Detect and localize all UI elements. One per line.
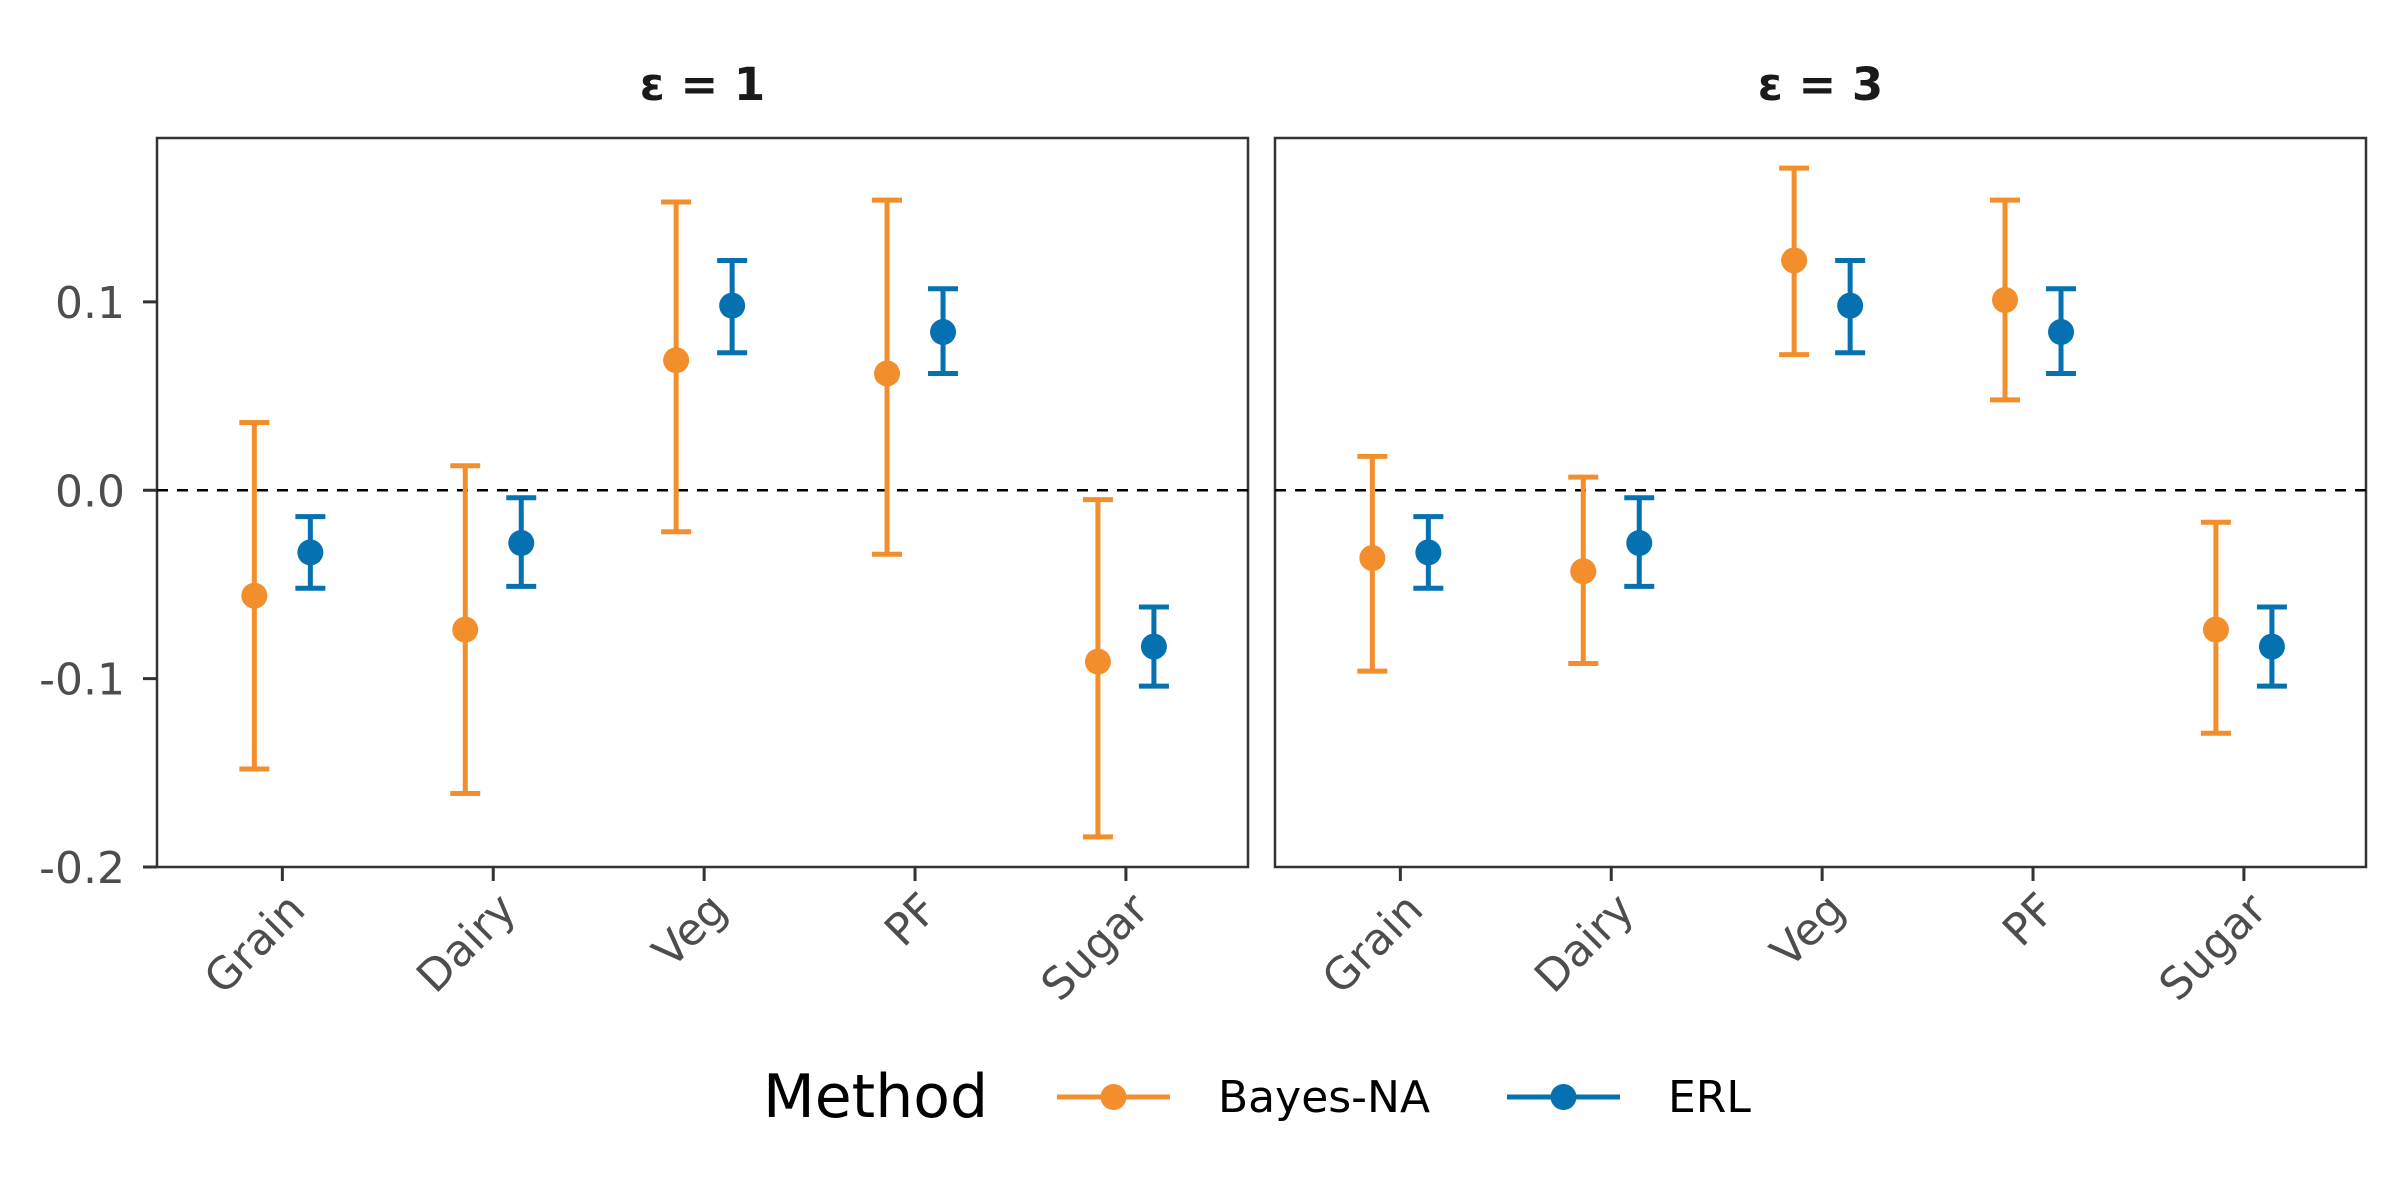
point-bayes-na-veg (663, 347, 690, 374)
x-tick-label: PF (1993, 884, 2066, 957)
y-tick-label: -0.2 (39, 843, 125, 894)
point-bayes-na-dairy (1570, 558, 1597, 585)
legend-title: Method (763, 1062, 988, 1132)
point-erl-dairy (1626, 530, 1653, 556)
y-tick-label: -0.1 (39, 655, 125, 706)
point-bayes-na-dairy (452, 616, 479, 643)
point-bayes-na-veg (1781, 247, 1808, 274)
point-erl-grain (1415, 539, 1442, 566)
x-tick-label: Sugar (1032, 883, 1160, 1011)
panel-border (155, 136, 1250, 869)
x-tick-label: Dairy (407, 884, 526, 1003)
x-tick-label: Veg (643, 884, 737, 978)
point-erl-pf (930, 319, 957, 346)
legend-label-erl: ERL (1668, 1072, 1751, 1123)
x-tick-label: Grain (195, 884, 315, 1004)
legend-label-bayes-na: Bayes-NA (1218, 1072, 1430, 1123)
legend-key-point-erl (1550, 1084, 1577, 1110)
point-erl-pf (2048, 319, 2075, 346)
panel-border (1273, 136, 2368, 869)
facet-panel-2: ε = 3 Grain Dairy Veg PF Sugar (1273, 58, 2368, 1011)
x-tick-label: Veg (1761, 884, 1855, 978)
legend-key-point-bayes-na (1100, 1084, 1127, 1110)
facet-title: ε = 1 (640, 58, 765, 111)
point-bayes-na-grain (1359, 545, 1386, 572)
x-tick-label: Sugar (2150, 883, 2278, 1011)
point-bayes-na-pf (874, 360, 901, 387)
x-tick-label: PF (875, 884, 948, 957)
facet-panel-1: ε = 1 Grain Dairy Veg PF Sugar -0.2 -0.1 0.0 0.1 (39, 58, 1250, 1011)
point-erl-grain (297, 539, 324, 566)
point-erl-veg (1837, 292, 1864, 319)
point-erl-sugar (1140, 633, 1167, 660)
point-bayes-na-sugar (1084, 648, 1111, 675)
x-tick-label: Grain (1313, 884, 1433, 1004)
point-erl-sugar (2258, 633, 2285, 660)
point-bayes-na-sugar (2202, 616, 2229, 643)
point-bayes-na-pf (1992, 287, 2019, 313)
point-erl-veg (719, 292, 746, 319)
facet-title: ε = 3 (1758, 58, 1883, 111)
y-tick-label: 0.1 (55, 278, 125, 329)
legend: Method Bayes-NA ERL (763, 1062, 1751, 1132)
point-bayes-na-grain (241, 582, 268, 609)
x-tick-label: Dairy (1525, 884, 1644, 1003)
y-tick-label: 0.0 (55, 466, 125, 517)
point-erl-dairy (508, 530, 535, 556)
